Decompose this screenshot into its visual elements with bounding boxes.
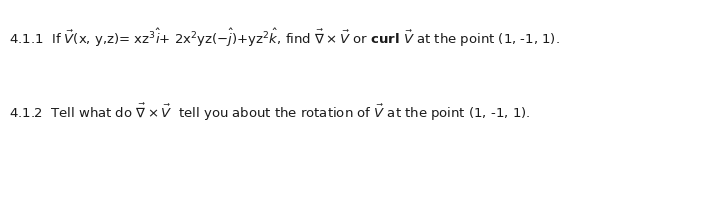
Text: 4.1.1  If $\vec{V}$(x, y,z)= xz$^3\hat{i}$+ 2x$^2$yz($-\hat{j}$)+yz$^2\hat{k}$, : 4.1.1 If $\vec{V}$(x, y,z)= xz$^3\hat{i}… [9,27,560,49]
Text: 4.1.2  Tell what do $\vec{\nabla}\times\vec{V}$  tell you about the rotation of : 4.1.2 Tell what do $\vec{\nabla}\times\v… [9,102,531,123]
